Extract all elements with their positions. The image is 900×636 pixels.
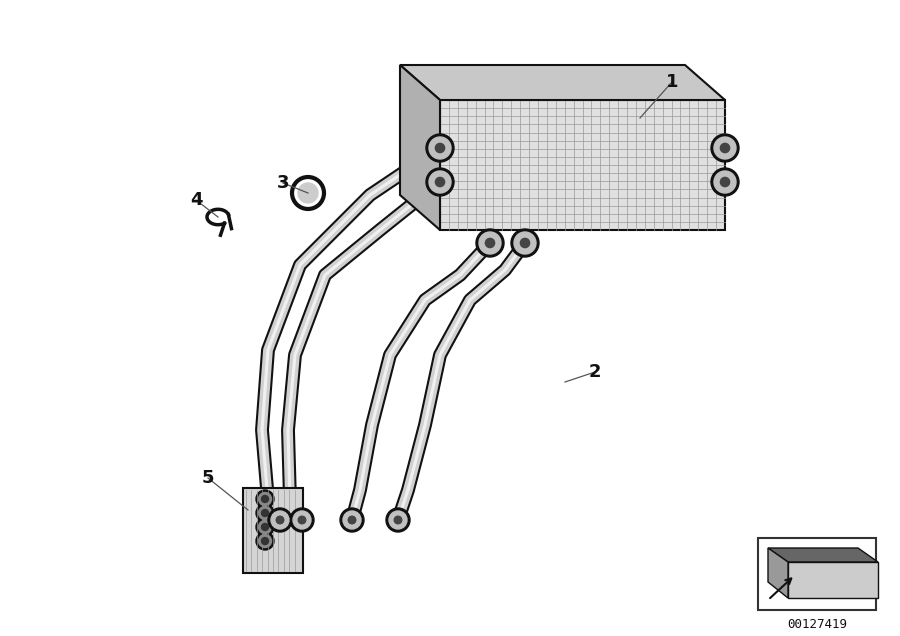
Circle shape — [520, 238, 529, 247]
Circle shape — [714, 171, 736, 193]
Circle shape — [514, 232, 536, 254]
Circle shape — [290, 508, 314, 532]
Circle shape — [389, 511, 407, 529]
Polygon shape — [400, 65, 725, 100]
Text: 5: 5 — [202, 469, 214, 487]
Circle shape — [293, 511, 311, 529]
Circle shape — [720, 143, 730, 153]
Circle shape — [476, 229, 504, 257]
Circle shape — [258, 492, 272, 506]
Circle shape — [711, 168, 739, 196]
Polygon shape — [788, 562, 878, 598]
Circle shape — [394, 516, 401, 524]
Circle shape — [256, 532, 274, 550]
Text: 00127419: 00127419 — [787, 618, 847, 630]
Circle shape — [436, 143, 445, 153]
Bar — [758, 538, 876, 610]
Circle shape — [343, 511, 361, 529]
Circle shape — [276, 516, 284, 524]
Text: 4: 4 — [190, 191, 203, 209]
Circle shape — [386, 508, 410, 532]
Circle shape — [340, 508, 364, 532]
Circle shape — [262, 495, 268, 502]
Circle shape — [298, 183, 318, 203]
Circle shape — [262, 537, 268, 544]
Circle shape — [256, 490, 274, 508]
Polygon shape — [243, 488, 303, 573]
Circle shape — [268, 508, 292, 532]
Circle shape — [262, 509, 268, 516]
Circle shape — [256, 518, 274, 536]
Circle shape — [429, 171, 451, 193]
Polygon shape — [400, 65, 440, 230]
Circle shape — [426, 134, 454, 162]
Circle shape — [429, 137, 451, 159]
Polygon shape — [440, 100, 725, 230]
Circle shape — [479, 232, 501, 254]
Text: 3: 3 — [277, 174, 289, 192]
Polygon shape — [768, 548, 878, 562]
Circle shape — [262, 523, 268, 530]
Circle shape — [485, 238, 495, 247]
Circle shape — [436, 177, 445, 186]
Circle shape — [258, 520, 272, 534]
Circle shape — [711, 134, 739, 162]
Circle shape — [714, 137, 736, 159]
Circle shape — [271, 511, 289, 529]
Circle shape — [511, 229, 539, 257]
Circle shape — [426, 168, 454, 196]
Circle shape — [256, 504, 274, 522]
Circle shape — [298, 516, 306, 524]
Circle shape — [720, 177, 730, 186]
Polygon shape — [768, 548, 788, 598]
Circle shape — [258, 534, 272, 548]
Circle shape — [258, 506, 272, 520]
Text: 1: 1 — [666, 73, 679, 91]
Circle shape — [348, 516, 356, 524]
Text: 2: 2 — [589, 363, 601, 381]
